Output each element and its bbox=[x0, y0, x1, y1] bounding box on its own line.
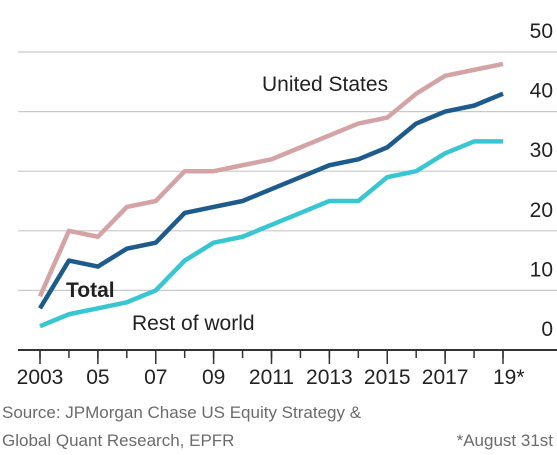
x-tick-label: 09 bbox=[202, 366, 225, 389]
series-line bbox=[39, 139, 503, 329]
x-tick-label: 2011 bbox=[249, 366, 294, 389]
source-line: Source: JPMorgan Chase US Equity Strateg… bbox=[2, 403, 362, 422]
source-line: Global Quant Research, EPFR bbox=[2, 431, 234, 450]
x-tick-label: 2003 bbox=[17, 366, 64, 389]
footnote: *August 31st bbox=[457, 431, 554, 450]
series-line bbox=[38, 91, 504, 310]
x-tick-label: 2013 bbox=[306, 366, 353, 389]
x-tick-label: 07 bbox=[144, 366, 167, 389]
x-tick-label: 05 bbox=[86, 366, 109, 389]
x-tick-label: 2015 bbox=[364, 366, 411, 389]
y-tick-label: 40 bbox=[530, 80, 553, 103]
series-label: Rest of world bbox=[132, 312, 255, 335]
series-label: Total bbox=[66, 279, 115, 302]
y-tick-label: 0 bbox=[541, 318, 553, 341]
y-tick-label: 50 bbox=[530, 20, 553, 43]
y-tick-label: 30 bbox=[530, 139, 553, 162]
x-tick-label: 2017 bbox=[422, 366, 469, 389]
x-tick-label: 19* bbox=[493, 366, 525, 389]
y-tick-label: 20 bbox=[530, 199, 553, 222]
series-label: United States bbox=[262, 73, 388, 96]
y-tick-label: 10 bbox=[530, 258, 553, 281]
series-line bbox=[37, 61, 504, 298]
